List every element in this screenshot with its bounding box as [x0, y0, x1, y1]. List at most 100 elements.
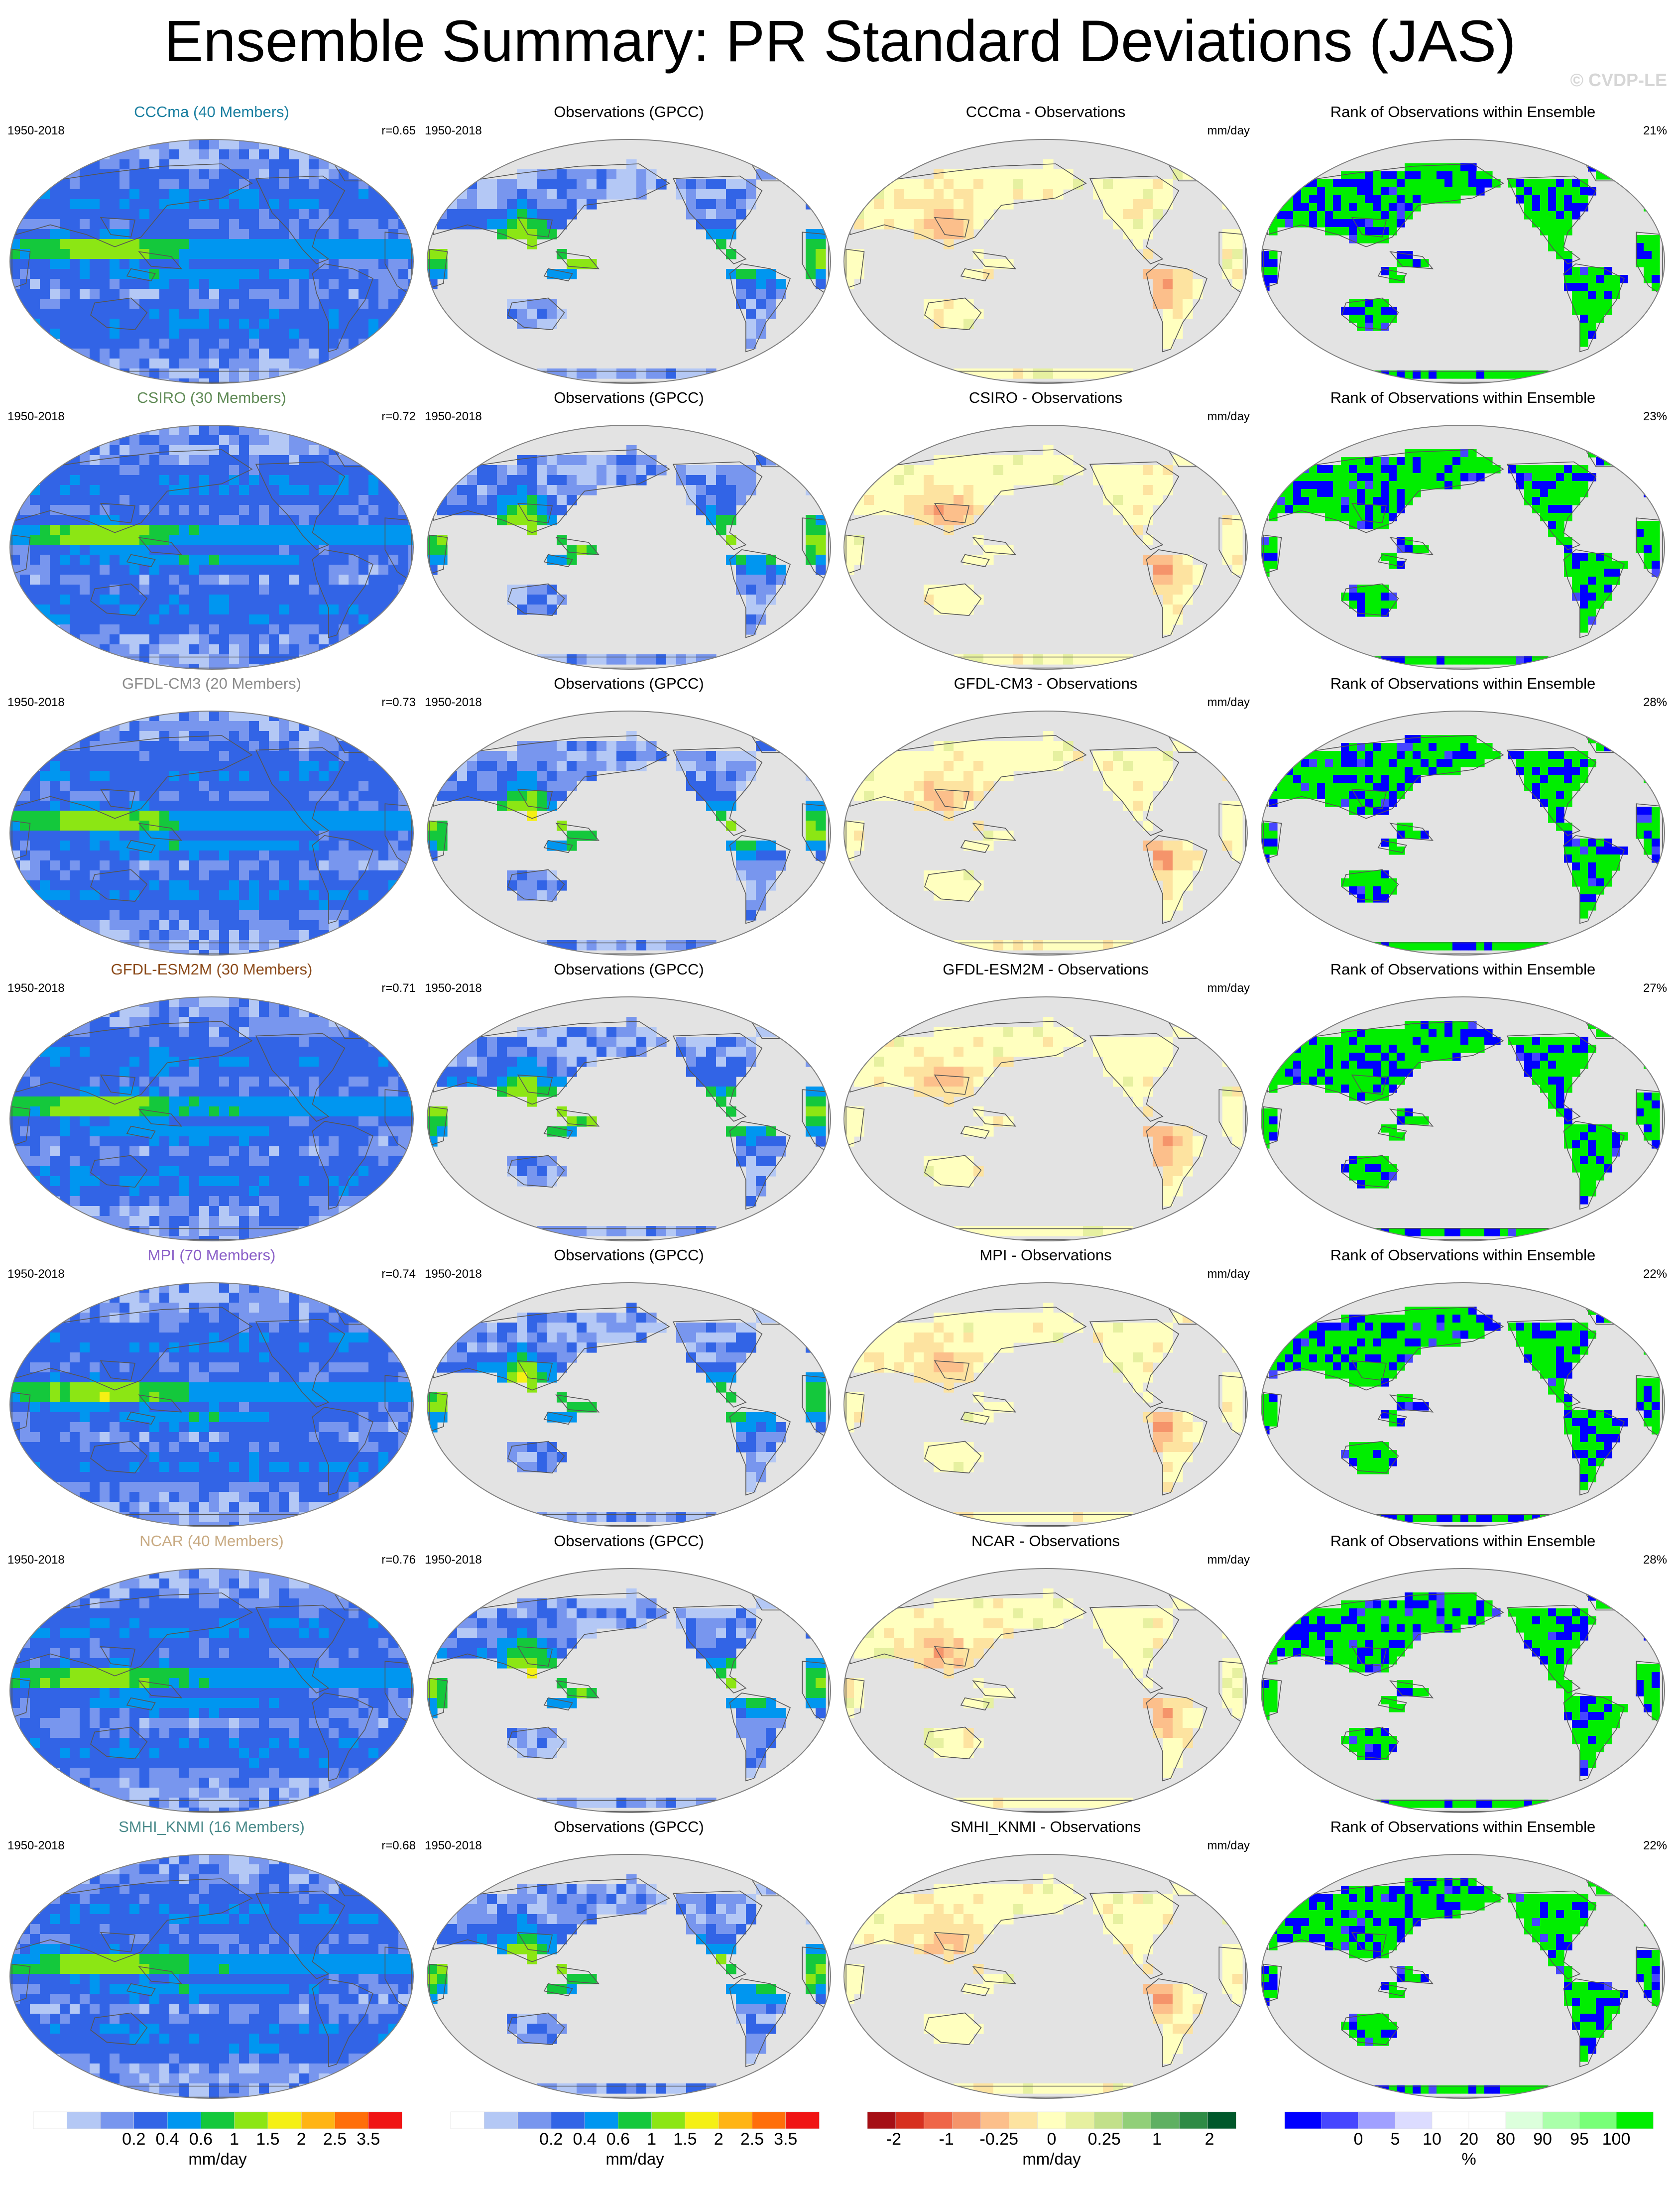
colorbar-tick-label: 0.2 [122, 2130, 145, 2149]
period-label: 1950-2018 [7, 410, 65, 423]
colorbar-swatch [133, 2111, 168, 2129]
period-label: 1950-2018 [7, 1267, 65, 1281]
colorbar-tick-label: 0.4 [155, 2130, 179, 2149]
panel-title: Observations (GPCC) [554, 1532, 704, 1550]
correlation-label: r=0.71 [381, 981, 416, 995]
map-model [9, 711, 414, 956]
colorbar-swatch [618, 2111, 652, 2129]
period-label: 1950-2018 [425, 1267, 482, 1281]
period-label: 1950-2018 [7, 1553, 65, 1567]
map-border [843, 1282, 1248, 1527]
colorbar-swatch [1542, 2111, 1580, 2129]
colorbar-pr: 0.2 0.4 0.6 1 1.5 2 2.5 3.5 mm/day [28, 2110, 407, 2175]
colorbar-tick-label: -0.25 [980, 2130, 1019, 2149]
map-panel-diff: MPI - Observations mm/day [841, 1245, 1250, 1532]
map-border [9, 711, 414, 956]
map-model [9, 1568, 414, 1813]
rank-percent-label: 21% [1643, 124, 1667, 137]
map-field [10, 139, 413, 383]
map-rank [1261, 711, 1665, 956]
colorbar-unit: mm/day [1022, 2150, 1081, 2168]
page-title: Ensemble Summary: PR Standard Deviations… [164, 8, 1516, 74]
panel-title: Rank of Observations within Ensemble [1330, 1532, 1596, 1550]
rank-percent-label: 23% [1643, 410, 1667, 423]
map-field [1261, 1283, 1665, 1527]
rank-percent-label: 27% [1643, 981, 1667, 995]
panel-title: SMHI_KNMI (16 Members) [119, 1818, 305, 1835]
panel-title: CSIRO - Observations [968, 389, 1123, 406]
colorbar-swatch [484, 2111, 518, 2129]
panel-title: Observations (GPCC) [554, 675, 704, 692]
map-field [427, 1569, 831, 1813]
colorbar-swatch [584, 2111, 619, 2129]
map-panel-rank: Rank of Observations within Ensemble 28% [1259, 1531, 1667, 1818]
map-border [1261, 1282, 1665, 1527]
colorbar-tick-label: 0.4 [573, 2130, 596, 2149]
map-border [427, 425, 831, 670]
colorbar-swatches: 0 5 10 20 80 90 95 100 [1284, 2111, 1654, 2149]
panel-title: GFDL-ESM2M (30 Members) [111, 961, 313, 978]
map-border [427, 996, 831, 1241]
map-field [10, 425, 413, 669]
colorbar-tick-label: 0.6 [606, 2130, 630, 2149]
correlation-label: r=0.74 [381, 1267, 416, 1281]
colorbar-swatch [1358, 2111, 1396, 2129]
panel-title: NCAR - Observations [971, 1532, 1120, 1550]
map-border [843, 996, 1248, 1241]
panel-title: Rank of Observations within Ensemble [1330, 1818, 1596, 1835]
map-panel-obs: Observations (GPCC) 1950-2018 [425, 388, 833, 674]
coastlines [429, 1590, 829, 1812]
correlation-label: r=0.65 [381, 124, 416, 137]
map-field [427, 1854, 831, 2098]
colorbar-tick-label: -2 [886, 2130, 901, 2149]
colorbar-swatch [1395, 2111, 1433, 2129]
map-border [1261, 711, 1665, 956]
map-panel-rank: Rank of Observations within Ensemble 28% [1259, 674, 1667, 960]
colorbar-tick-label: 5 [1391, 2130, 1400, 2149]
map-field [1261, 425, 1665, 669]
colorbar-tick-label: 2 [714, 2130, 723, 2149]
coastlines [1263, 1876, 1663, 2098]
map-field [844, 1569, 1247, 1813]
colorbar-tick-label: 100 [1602, 2130, 1631, 2149]
panel-title: Observations (GPCC) [554, 1246, 704, 1264]
panel-title: Observations (GPCC) [554, 961, 704, 978]
colorbar-tick-label: 1 [647, 2130, 656, 2149]
map-rank [1261, 425, 1665, 670]
map-obs [427, 425, 831, 670]
panel-title: Observations (GPCC) [554, 389, 704, 406]
colorbar-swatch [980, 2111, 1010, 2129]
colorbar-swatch [1150, 2111, 1180, 2129]
colorbar-tick-label: 80 [1496, 2130, 1515, 2149]
colorbar-diff: -2 -1 -0.25 0 0.25 1 2 mm/day [862, 2110, 1241, 2175]
map-border [427, 711, 831, 956]
colorbar-swatch [651, 2111, 686, 2129]
colorbar-tick-label: 90 [1533, 2130, 1552, 2149]
colorbar-tick-label: 0.25 [1088, 2130, 1121, 2149]
colorbar-swatch [1579, 2111, 1617, 2129]
panel-title: CCCma (40 Members) [134, 103, 289, 121]
panel-title: Rank of Observations within Ensemble [1330, 103, 1596, 121]
colorbar-swatch [234, 2111, 268, 2129]
panel-title: MPI - Observations [979, 1246, 1112, 1264]
colorbar-tick-label: 0 [1354, 2130, 1363, 2149]
colorbar-swatch [335, 2111, 369, 2129]
map-panel-diff: GFDL-CM3 - Observations mm/day [841, 674, 1250, 960]
colorbar-swatch [785, 2111, 820, 2129]
map-diff [843, 711, 1248, 956]
map-panel-rank: Rank of Observations within Ensemble 23% [1259, 388, 1667, 674]
map-field [1261, 997, 1665, 1241]
map-border [1261, 1854, 1665, 2099]
panel-title: MPI (70 Members) [147, 1246, 276, 1264]
map-border [843, 1568, 1248, 1813]
map-panel-obs: Observations (GPCC) 1950-2018 [425, 1245, 833, 1532]
colorbar-tick-label: 1.5 [256, 2130, 279, 2149]
panel-title: Observations (GPCC) [554, 1818, 704, 1835]
colorbar-swatch [1037, 2111, 1067, 2129]
map-border [1261, 996, 1665, 1241]
map-panel-diff: CCCma - Observations mm/day [841, 102, 1250, 388]
map-rank [1261, 1568, 1665, 1813]
rank-percent-label: 22% [1643, 1839, 1667, 1852]
panel-title: GFDL-CM3 (20 Members) [122, 675, 301, 692]
map-diff [843, 1854, 1248, 2099]
